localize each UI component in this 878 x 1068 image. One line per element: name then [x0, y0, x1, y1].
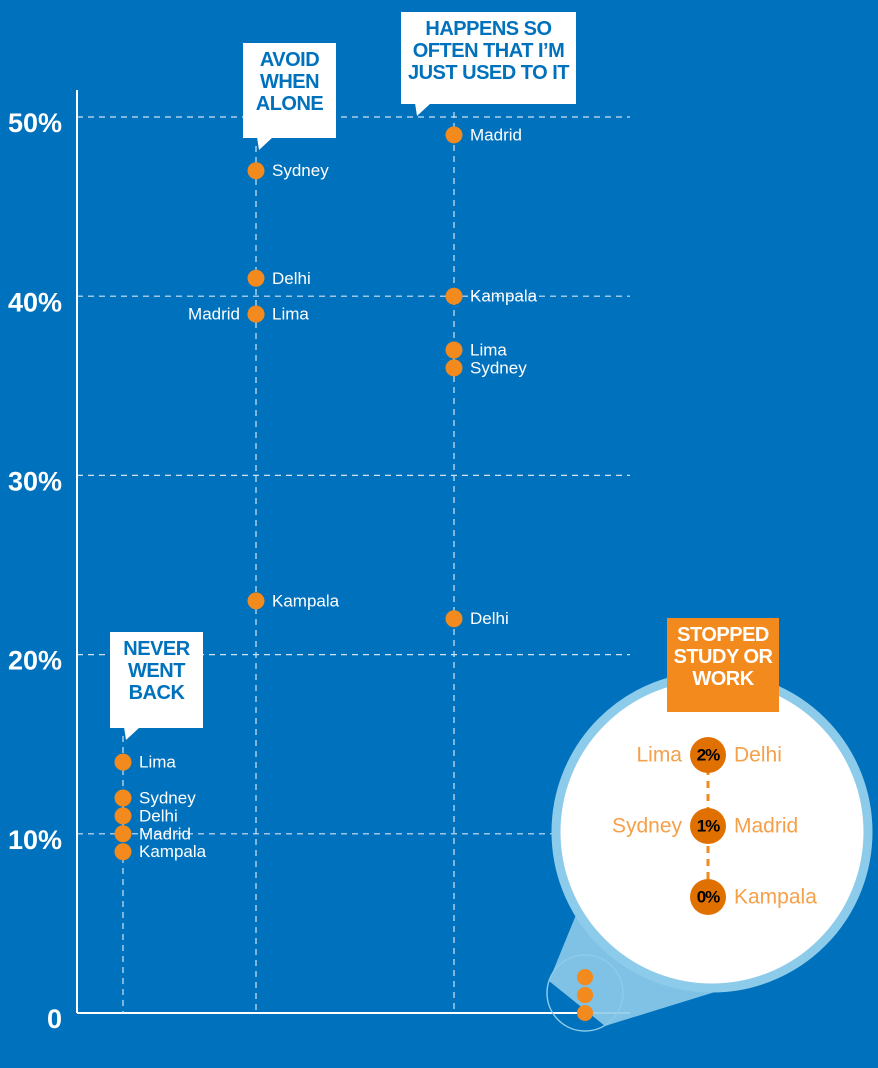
- dot: [577, 987, 593, 1004]
- dot: [247, 305, 265, 323]
- dot: [114, 789, 132, 807]
- y-tick-label: 0: [47, 1004, 62, 1034]
- point-label: Madrid: [188, 305, 240, 324]
- dot: [577, 1005, 593, 1021]
- dot: [114, 753, 132, 771]
- point-label: Kampala: [272, 591, 340, 610]
- point-label: Kampala: [470, 287, 538, 306]
- zoom-dot: [690, 808, 726, 844]
- value-label: 2%: [697, 745, 720, 764]
- dot: [247, 269, 265, 287]
- y-tick-label: 20%: [8, 646, 62, 676]
- dot: [577, 969, 593, 986]
- dot: [445, 359, 463, 377]
- value-label: 0%: [697, 887, 720, 906]
- point-label: Kampala: [139, 842, 207, 861]
- point-label: Delhi: [272, 269, 311, 288]
- point-label: Madrid: [139, 824, 191, 843]
- y-tick-label: 30%: [8, 467, 62, 497]
- point-label: Madrid: [470, 125, 522, 144]
- zoom-point-label: Lima: [636, 744, 682, 767]
- dot: [114, 807, 132, 825]
- zoom-point-label: Delhi: [734, 744, 782, 767]
- zoom-point-label: Kampala: [734, 886, 817, 909]
- y-tick-label: 50%: [8, 108, 62, 138]
- dot: [247, 162, 265, 180]
- dot: [445, 610, 463, 628]
- point-label: Lima: [470, 340, 507, 359]
- dot: [445, 341, 463, 359]
- callout-pointer: [415, 103, 431, 116]
- point-label: Lima: [139, 753, 176, 772]
- callout-pointer: [257, 137, 273, 150]
- category-label: HAPPENS SO OFTEN THAT I’M JUST USED TO I…: [401, 12, 576, 104]
- y-tick-label: 40%: [8, 287, 62, 317]
- point-label: Delhi: [139, 806, 178, 825]
- zoom-dot: [690, 879, 726, 915]
- category-label: AVOID WHEN ALONE: [243, 43, 336, 138]
- zoom-point-label: Sydney: [612, 815, 683, 838]
- category-label: NEVER WENT BACK: [110, 632, 203, 728]
- zoom-dot: [690, 737, 726, 773]
- dot: [247, 592, 265, 610]
- value-label: 1%: [697, 816, 720, 835]
- point-label: Sydney: [470, 358, 527, 377]
- callout-pointer: [124, 727, 140, 740]
- dot: [114, 825, 132, 843]
- dot: [445, 287, 463, 305]
- magnifier-lens: [546, 954, 624, 1032]
- point-label: Delhi: [470, 609, 509, 628]
- dot: [114, 843, 132, 861]
- point-label: Sydney: [139, 788, 196, 807]
- point-label: Lima: [272, 305, 309, 324]
- zoom-point-label: Madrid: [734, 815, 798, 838]
- dot: [445, 126, 463, 144]
- y-tick-label: 10%: [8, 825, 62, 855]
- category-label: STOPPED STUDY OR WORK: [667, 618, 779, 712]
- point-label: Sydney: [272, 161, 329, 180]
